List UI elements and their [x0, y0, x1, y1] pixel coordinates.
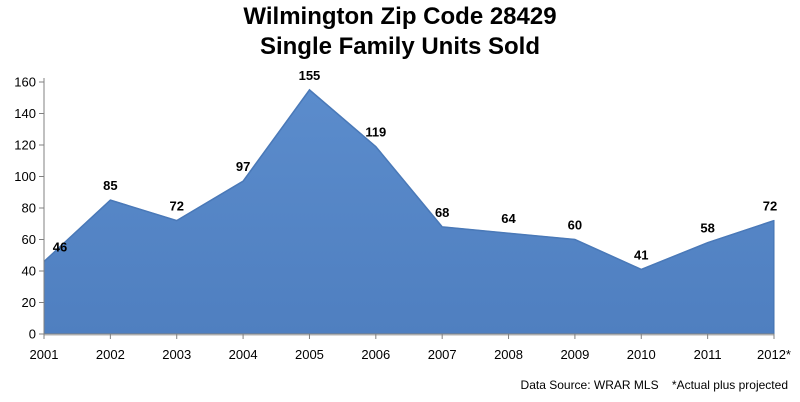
area-series: [43, 89, 775, 335]
x-tick-label: 2008: [494, 347, 523, 362]
data-label: 46: [53, 240, 67, 255]
data-label: 72: [169, 199, 183, 214]
x-tick-label: 2005: [295, 347, 324, 362]
footnote: Data Source: WRAR MLS *Actual plus proje…: [521, 378, 788, 392]
x-tick-label: 2012*: [757, 347, 791, 362]
x-tick-label: 2011: [694, 347, 722, 362]
data-label: 64: [501, 211, 516, 226]
projection-note: *Actual plus projected: [671, 378, 788, 392]
area-series-edge: [43, 88, 775, 271]
chart-title-line-1: Wilmington Zip Code 28429: [243, 3, 557, 30]
x-tick-label: 2010: [627, 347, 656, 362]
x-tick-label: 2006: [361, 347, 390, 362]
x-tick-label: 2009: [560, 347, 589, 362]
chart-title-line-2: Single Family Units Sold: [259, 33, 541, 60]
y-tick-label: 80: [22, 201, 36, 216]
y-tick-label: 0: [29, 327, 36, 342]
data-label: 58: [700, 221, 714, 236]
chart-title: Wilmington Zip Code 28429 Single Family …: [0, 2, 800, 62]
x-tick-label: 2003: [162, 347, 191, 362]
x-tick-label: 2004: [229, 347, 258, 362]
data-label: 41: [634, 247, 648, 262]
x-tick-label: 2002: [96, 347, 125, 362]
x-tick-label: 2001: [30, 347, 59, 362]
y-tick-label: 160: [14, 75, 36, 90]
data-label: 97: [236, 159, 250, 174]
y-tick-label: 60: [22, 232, 36, 247]
x-tick-label: 2007: [428, 347, 457, 362]
data-label: 119: [365, 125, 386, 140]
data-label: 68: [435, 205, 449, 220]
y-tick-label: 100: [14, 169, 36, 184]
y-tick-label: 120: [14, 138, 36, 153]
y-tick-label: 40: [22, 264, 36, 279]
data-label: 72: [763, 199, 777, 214]
data-source-note: Data Source: WRAR MLS: [520, 378, 659, 392]
data-label: 60: [568, 218, 582, 233]
data-label: 85: [103, 178, 117, 193]
y-tick-label: 140: [14, 106, 36, 121]
data-label: 155: [299, 68, 321, 83]
y-tick-label: 20: [22, 295, 36, 310]
